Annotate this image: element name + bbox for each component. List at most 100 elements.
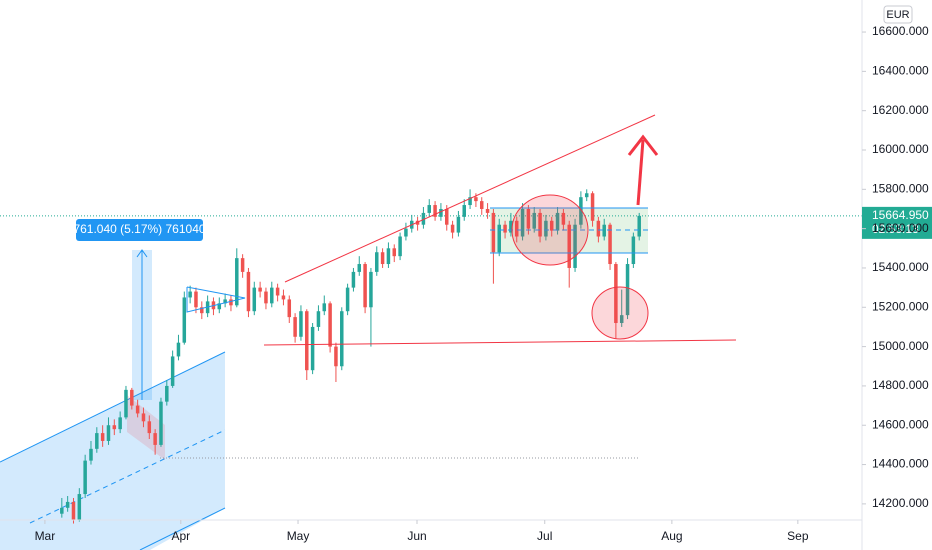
measure-label: 761.040 (5.17%) 761040 — [73, 222, 205, 236]
candle-body — [153, 433, 157, 445]
candle-body — [165, 385, 169, 402]
candle-body — [275, 287, 280, 296]
candle-body — [619, 315, 624, 324]
candle-body — [246, 271, 251, 312]
candle-body — [567, 224, 571, 268]
candle-body — [602, 224, 606, 237]
candle-body — [386, 248, 391, 265]
currency: EUR — [886, 9, 909, 21]
channel-mid — [29, 429, 226, 524]
y-tick-label: 15600.000 — [872, 221, 929, 235]
candle-body — [584, 193, 589, 198]
candle-body — [631, 236, 636, 265]
candle-body — [491, 212, 496, 253]
candle-body — [287, 299, 292, 318]
candle-body — [252, 287, 257, 312]
candle-body — [176, 342, 181, 357]
candle-body — [625, 264, 630, 316]
y-tick-label: 15200.000 — [872, 299, 929, 313]
y-tick-label: 16200.000 — [872, 103, 929, 117]
channel-line — [139, 507, 226, 550]
candle-body — [170, 356, 175, 386]
candle-body — [322, 303, 327, 312]
candle-body — [538, 212, 542, 237]
candle-body — [159, 401, 163, 445]
candle-body — [503, 224, 507, 233]
candle-body — [130, 389, 134, 406]
drawings-back — [0, 208, 862, 550]
candle-body — [474, 197, 478, 202]
y-tick-label: 15400.000 — [872, 260, 929, 274]
candle-body — [608, 224, 612, 265]
candle-body — [450, 224, 455, 233]
candle-body — [392, 248, 397, 257]
y-tick-label: 14600.000 — [872, 417, 929, 431]
candle-body — [351, 271, 356, 288]
candle-body — [549, 220, 554, 231]
candle-body — [544, 220, 548, 237]
candle-body — [95, 433, 99, 449]
price-tag-label: 15664.950 — [872, 208, 929, 222]
candle-body — [590, 193, 595, 221]
triangle — [186, 286, 246, 313]
candles — [60, 189, 641, 524]
candle-body — [229, 299, 233, 306]
x-tick-label: Sep — [787, 529, 809, 543]
candle-body — [100, 433, 105, 441]
candle-body — [444, 208, 449, 225]
candle-body — [106, 425, 111, 441]
price-tag-countdown: 02:53:13 — [872, 222, 919, 236]
x-tick-label: Aug — [661, 529, 682, 543]
x-tick-label: May — [287, 529, 310, 543]
candle-body — [118, 417, 122, 430]
y-tick-label: 16000.000 — [872, 142, 929, 156]
candle-body — [200, 307, 204, 314]
candle-body — [264, 291, 268, 304]
currency-box — [883, 5, 913, 24]
candle-body — [427, 205, 431, 213]
x-tick-label: Jul — [537, 529, 552, 543]
trend-line — [284, 114, 656, 283]
x-tick-label: Apr — [171, 529, 190, 543]
x-tick-label: Jun — [407, 529, 426, 543]
channel-line — [0, 351, 226, 463]
candle-body — [555, 212, 560, 231]
candle-body — [479, 201, 484, 209]
candle-body — [334, 346, 338, 367]
y-tick-label: 16600.000 — [872, 24, 929, 38]
candle-body — [398, 236, 402, 257]
price-tag-box — [862, 206, 932, 239]
candle-body — [439, 208, 443, 217]
candle-body — [340, 311, 344, 367]
candle-body — [357, 264, 362, 272]
candle-body — [77, 494, 82, 520]
candle-body — [514, 220, 519, 237]
support-line — [263, 339, 737, 346]
arrow-head — [627, 134, 659, 156]
y-tick-label: 14800.000 — [872, 378, 929, 392]
candle-body — [305, 311, 309, 371]
candle-body — [310, 326, 315, 371]
candle-body — [83, 460, 87, 495]
candle-body — [415, 220, 420, 225]
candle-body — [532, 212, 536, 229]
candle-body — [217, 303, 222, 310]
candle-body — [421, 212, 426, 225]
candle-body — [235, 258, 239, 306]
candle-body — [270, 287, 274, 304]
y-tick-label: 15000.000 — [872, 339, 929, 353]
candle-body — [112, 425, 117, 430]
y-tick-label: 14400.000 — [872, 457, 929, 471]
candle-body — [147, 421, 152, 434]
candle-body — [293, 317, 297, 337]
candle-body — [380, 252, 385, 265]
x-tick-label: Mar — [35, 529, 56, 543]
candle-body — [369, 271, 373, 308]
candle-body — [71, 501, 76, 520]
ellipse — [591, 286, 649, 340]
candle-body — [561, 212, 566, 225]
channel-fill — [0, 352, 225, 550]
